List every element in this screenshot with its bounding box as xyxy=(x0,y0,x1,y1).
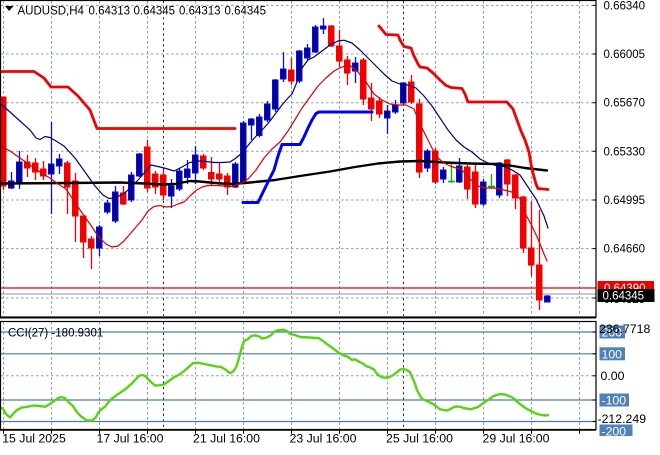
svg-text:0.00: 0.00 xyxy=(601,369,625,383)
svg-text:0.64345: 0.64345 xyxy=(603,291,645,303)
svg-text:29 Jul 16:00: 29 Jul 16:00 xyxy=(482,431,549,445)
svg-text:-100: -100 xyxy=(602,394,627,408)
svg-text:0.64345: 0.64345 xyxy=(225,6,267,18)
svg-text:CCI(27) -180.9301: CCI(27) -180.9301 xyxy=(8,328,103,340)
svg-text:0.66340: 0.66340 xyxy=(604,0,646,12)
svg-text:0.64313: 0.64313 xyxy=(89,6,131,18)
svg-text:0.66005: 0.66005 xyxy=(604,49,646,61)
svg-text:25 Jul 16:00: 25 Jul 16:00 xyxy=(386,431,453,445)
svg-text:17 Jul 16:00: 17 Jul 16:00 xyxy=(96,431,163,445)
svg-text:0.64345: 0.64345 xyxy=(134,6,176,18)
svg-text:-212.249: -212.249 xyxy=(598,412,647,426)
svg-text:0.65670: 0.65670 xyxy=(604,98,646,110)
svg-text:-200: -200 xyxy=(602,424,627,438)
svg-text:23 Jul 16:00: 23 Jul 16:00 xyxy=(289,431,356,445)
svg-text:0.64660: 0.64660 xyxy=(604,244,646,256)
svg-text:21 Jul 16:00: 21 Jul 16:00 xyxy=(193,431,260,445)
svg-text:0.64313: 0.64313 xyxy=(179,6,221,18)
svg-text:15 Jul 2025: 15 Jul 2025 xyxy=(2,431,66,445)
svg-text:0.64995: 0.64995 xyxy=(604,195,646,207)
svg-text:AUDUSD,H4: AUDUSD,H4 xyxy=(18,6,85,18)
svg-text:0.65330: 0.65330 xyxy=(604,146,646,158)
svg-text:236.7718: 236.7718 xyxy=(599,322,650,336)
svg-text:200: 200 xyxy=(602,326,623,340)
svg-text:100: 100 xyxy=(602,347,623,361)
